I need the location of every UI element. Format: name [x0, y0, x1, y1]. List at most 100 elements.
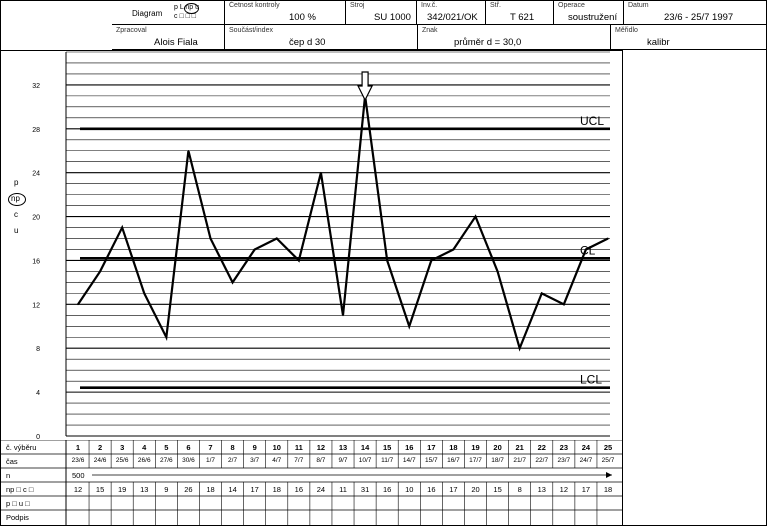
part-label: Součást/index: [229, 27, 273, 34]
sample-number-cell: 17: [427, 443, 436, 452]
str-label: Stř.: [490, 2, 501, 9]
diagram-options-bottom: c □ □ □: [174, 13, 197, 20]
operation-value: soustružení: [568, 12, 618, 23]
time-cell: 23/6: [71, 457, 85, 464]
time-cell: 1/7: [205, 457, 216, 464]
header-inv: Inv.č. 342/021/OK: [417, 0, 486, 25]
sample-table: č. výběru čas n np □ c □ p □ u □ Podpis …: [0, 440, 622, 526]
time-cell: 9/7: [338, 457, 348, 464]
value-cell: 13: [537, 485, 546, 494]
sign-value: průměr d = 30,0: [454, 37, 522, 48]
time-cell: 30/6: [182, 457, 195, 464]
value-cell: 17: [250, 485, 259, 494]
sample-number-cell: 13: [338, 443, 348, 452]
time-cell: 23/7: [557, 457, 571, 464]
value-cell: 15: [493, 485, 502, 494]
machine-value: SU 1000: [374, 12, 411, 23]
sample-number-cell: 11: [294, 443, 303, 452]
time-cell: 25/7: [601, 457, 615, 464]
value-cell: 12: [559, 485, 568, 494]
time-cell: 4/7: [272, 457, 282, 464]
data-point: [518, 347, 521, 350]
value-cell: 18: [603, 485, 613, 494]
data-point: [496, 270, 499, 273]
row-label-time: čas: [6, 457, 18, 466]
data-point: [563, 303, 565, 306]
time-cell: 25/6: [115, 457, 129, 464]
sample-number-cell: 22: [537, 443, 546, 452]
value-cell: 15: [95, 485, 105, 494]
value-cell: 9: [164, 485, 169, 494]
sample-number-cell: 1: [75, 443, 81, 452]
time-cell: 14/7: [402, 457, 416, 464]
data-point: [209, 237, 212, 240]
sample-number-cell: 25: [603, 443, 613, 452]
sample-number-cell: 5: [164, 443, 169, 452]
ucl-label: UCL: [580, 114, 604, 128]
value-cell: 11: [339, 485, 347, 494]
data-point: [187, 149, 190, 152]
sample-number-cell: 14: [360, 443, 370, 452]
value-cell: 14: [228, 485, 237, 494]
str-value: T 621: [510, 12, 535, 23]
y-tick-label: 20: [32, 215, 40, 222]
diagram-label: Diagram: [132, 9, 163, 18]
part-value: čep d 30: [289, 37, 326, 48]
time-cell: 26/6: [137, 457, 151, 464]
y-tick-label: 28: [32, 127, 40, 134]
series-line: [77, 95, 609, 352]
sample-number-cell: 24: [581, 443, 591, 452]
time-cell: 11/7: [381, 457, 394, 464]
header-operation: Operace soustružení: [554, 0, 624, 25]
sample-number-cell: 18: [449, 443, 458, 452]
header-part: Součást/index čep d 30: [225, 25, 418, 50]
right-panel-divider: [622, 50, 623, 526]
sample-number-cell: 2: [97, 443, 103, 452]
time-cell: 8/7: [316, 457, 326, 464]
header-str: Stř. T 621: [486, 0, 554, 25]
value-cell: 12: [73, 485, 83, 494]
data-point: [77, 303, 79, 306]
sample-number-cell: 4: [142, 443, 147, 452]
time-cell: 24/7: [579, 457, 593, 464]
chart-grid: [65, 51, 610, 437]
header-method: Měřidlo kalibr: [611, 25, 767, 50]
n-value: 500: [72, 471, 85, 480]
time-cell: 27/6: [160, 457, 173, 464]
y-tick-labels: 0 4 8 12 16 20 24 28 32: [32, 83, 40, 441]
sample-number-cell: 23: [559, 443, 568, 452]
data-point: [408, 325, 411, 328]
y-tick-label: 16: [32, 258, 40, 265]
data-point: [253, 248, 256, 251]
sample-number-cell: 19: [471, 443, 480, 452]
operation-label: Operace: [558, 2, 585, 9]
sample-number-cell: 15: [382, 443, 392, 452]
time-cell: 10/7: [358, 457, 372, 464]
method-value: kalibr: [647, 37, 670, 48]
value-cell: 16: [382, 485, 392, 494]
date-value: 23/6 - 25/7 1997: [664, 12, 734, 23]
side-label-u: u: [14, 226, 19, 235]
freq-label: Četnost kontroly: [229, 2, 280, 9]
highlight-marker: [357, 71, 374, 102]
header-sign: Znak průměr d = 30,0: [418, 25, 611, 50]
time-cell: 16/7: [447, 457, 460, 464]
header-machine: Stroj SU 1000: [346, 0, 417, 25]
value-cell: 20: [471, 485, 480, 494]
time-cell: 24/6: [93, 457, 107, 464]
date-label: Datum: [628, 2, 649, 9]
data-point: [607, 237, 609, 240]
side-label-p: p: [14, 178, 19, 187]
y-tick-label: 24: [32, 171, 40, 178]
time-cell: 7/7: [294, 457, 304, 464]
value-cell: 17: [449, 485, 458, 494]
time-cell: 17/7: [469, 457, 482, 464]
sign-label: Znak: [422, 27, 438, 34]
header-diagram: Diagram p L np u c □ □ □ Zpracoval Alois…: [112, 0, 225, 50]
y-tick-label: 32: [32, 83, 40, 90]
value-cell: 18: [206, 485, 215, 494]
inv-label: Inv.č.: [421, 2, 438, 9]
data-series: [77, 95, 609, 352]
value-cell: 31: [360, 485, 370, 494]
